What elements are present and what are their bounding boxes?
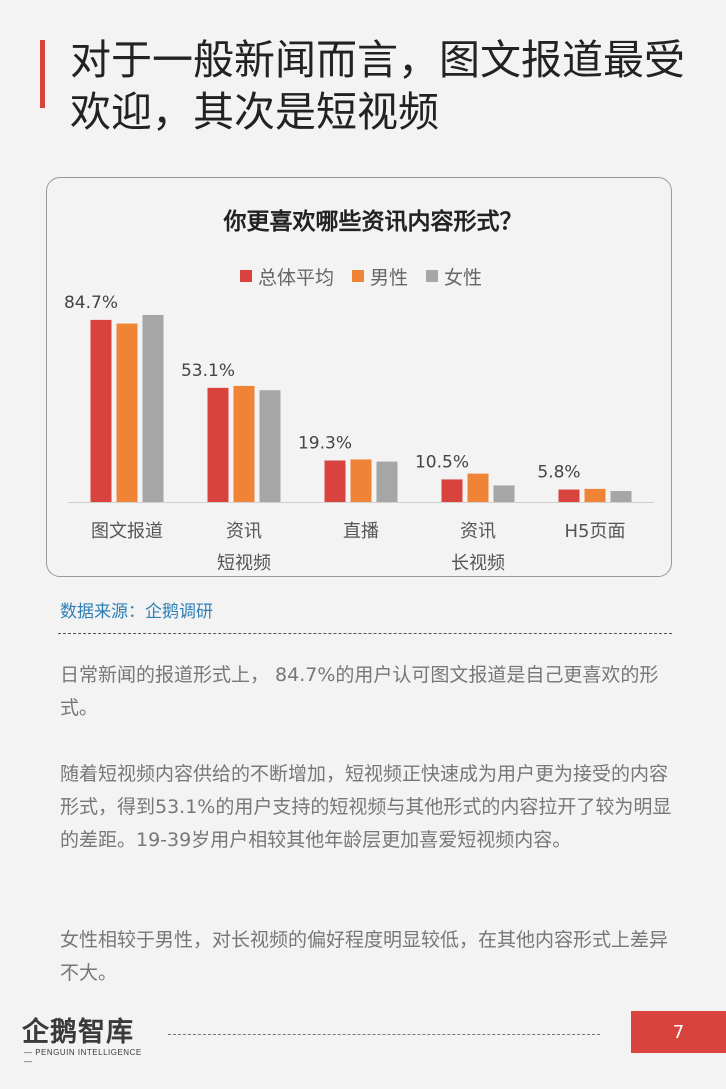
paragraph-2: 随着短视频内容供给的不断增加，短视频正快速成为用户更为接受的内容形式，得到53.… [60,763,672,851]
legend-swatch-overall [240,270,252,282]
page-title: 对于一般新闻而言，图文报道最受欢迎，其次是短视频 [70,36,685,136]
paragraph-1: 日常新闻的报道形式上， 84.7%的用户认可图文报道是自己更喜欢的形式。 [60,664,659,719]
logo-subtext: — PENGUIN INTELLIGENCE — [24,1048,142,1066]
tick-label-2-0: 直播 [343,521,379,542]
tick-label-3-0: 资讯 [460,521,496,542]
bar-0-2 [142,314,164,502]
bar-4-1 [584,488,606,502]
paragraph-3: 女性相较于男性，对长视频的偏好程度明显较低，在其他内容形式上差异不大。 [60,929,669,984]
footer-dashed-line [168,1034,600,1035]
bar-0-1 [116,323,138,502]
tick-label-1-1: 短视频 [217,553,271,574]
chart-title: 你更喜欢哪些资讯内容形式？ [223,209,523,235]
bar-0-0 [90,319,112,502]
data-label-0: 84.7% [64,293,118,313]
tick-label-1-0: 资讯 [226,521,262,542]
legend-label-overall: 总体平均 [258,266,335,289]
title-accent-bar [40,40,45,108]
data-label-3: 10.5% [415,452,469,472]
tick-label-4-0: H5页面 [565,521,626,542]
legend-item-female: 女性 [426,263,482,290]
bar-3-1 [467,473,489,502]
tick-label-3-1: 长视频 [451,553,505,574]
bar-4-2 [610,491,632,502]
penguin-logo: 企鹅智库 — PENGUIN INTELLIGENCE — [22,1010,152,1066]
bar-4-0 [558,489,580,502]
data-label-1: 53.1% [181,361,235,381]
data-label-2: 19.3% [298,434,352,454]
bar-2-1 [350,459,372,502]
data-label-4: 5.8% [537,463,580,483]
dashed-divider [58,633,672,634]
bar-2-2 [376,461,398,502]
bar-1-0 [207,387,229,502]
legend-swatch-male [352,270,365,282]
logo-text: 企鹅智库 [22,1017,134,1048]
bar-2-0 [324,460,346,502]
bar-3-0 [441,479,463,502]
legend-label-female: 女性 [444,266,483,289]
legend-item-overall: 总体平均 [240,263,334,290]
data-source: 数据来源：企鹅调研 [60,602,213,622]
bar-1-1 [233,385,255,502]
legend-label-male: 男性 [370,266,409,289]
tick-label-0-0: 图文报道 [91,521,163,542]
legend-swatch-female [426,270,439,282]
bar-3-2 [493,485,515,502]
chart-legend: 总体平均 男性 女性 [240,263,482,290]
legend-item-male: 男性 [352,263,408,290]
page-number: 7 [631,1011,726,1053]
bar-1-2 [259,390,281,502]
